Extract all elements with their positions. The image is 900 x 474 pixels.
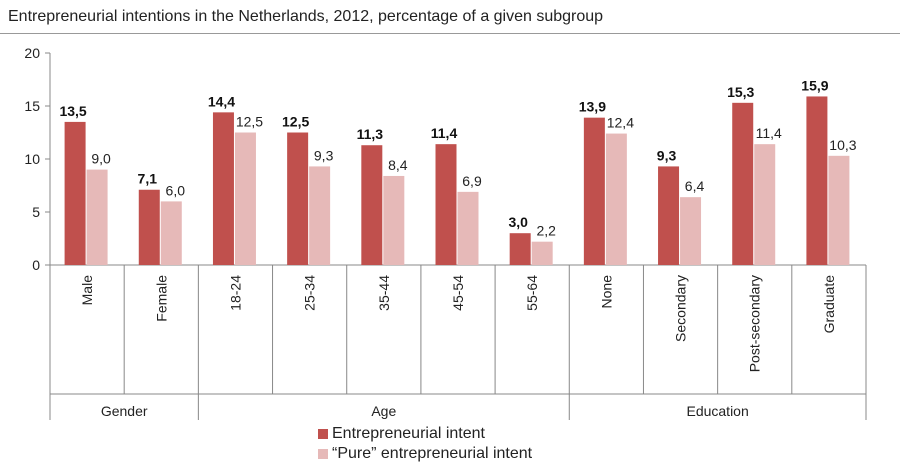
bar-entrepreneurial-25-34 — [287, 132, 309, 265]
bar-pure-45-54 — [457, 191, 479, 265]
bar-entrepreneurial-18-24 — [212, 112, 234, 265]
data-label-entrepreneurial-post-secondary: 15,3 — [727, 84, 754, 100]
group-label-age: Age — [371, 403, 396, 419]
group-label-gender: Gender — [101, 403, 148, 419]
data-label-entrepreneurial-35-44: 11,3 — [357, 126, 384, 142]
data-label-pure-female: 6,0 — [166, 182, 186, 198]
category-label-female: Female — [153, 275, 169, 322]
category-label-post-secondary: Post-secondary — [747, 275, 763, 372]
data-label-entrepreneurial-25-34: 12,5 — [282, 114, 309, 130]
legend-swatch-series-1 — [318, 429, 328, 439]
value-labels: 13,59,07,16,014,412,5 12,59,311,38,411,46… — [59, 77, 856, 238]
data-label-pure-55-64: 2,2 — [536, 223, 556, 239]
y-tick-label: 10 — [24, 151, 40, 167]
y-axis-ticks: 0 5 10 15 20 — [24, 45, 50, 273]
category-label-18-24: 18-24 — [227, 275, 243, 311]
data-label-pure-18-24: 12,5 — [236, 114, 263, 130]
data-label-pure-none: 12,4 — [607, 115, 634, 131]
category-label-none: None — [598, 275, 614, 309]
data-label-entrepreneurial-graduate: 15,9 — [801, 77, 828, 93]
bar-entrepreneurial-secondary — [658, 166, 680, 265]
y-tick-label: 0 — [32, 257, 40, 273]
legend-swatch-series-2 — [318, 449, 328, 459]
chart-title: Entrepreneurial intentions in the Nether… — [8, 8, 604, 25]
title-divider — [0, 33, 900, 34]
bar-entrepreneurial-55-64 — [509, 233, 531, 265]
group-labels: Gender Age Education — [101, 403, 749, 419]
legend: Entrepreneurial intent “Pure” entreprene… — [318, 424, 532, 464]
bar-pure-18-24 — [234, 132, 256, 265]
bar-entrepreneurial-45-54 — [435, 144, 457, 265]
data-label-pure-secondary: 6,4 — [685, 178, 705, 194]
bar-entrepreneurial-post-secondary — [732, 102, 754, 265]
category-label-secondary: Secondary — [673, 275, 689, 342]
bar-pure-none — [605, 133, 627, 265]
bar-entrepreneurial-none — [583, 117, 605, 265]
legend-item-series-1: Entrepreneurial intent — [318, 424, 532, 444]
bar-pure-35-44 — [383, 175, 405, 265]
category-labels: Male Female 18-24 25-34 35-44 45-54 55-64 None S… — [79, 275, 837, 372]
chart-bars — [64, 96, 850, 266]
data-label-pure-35-44: 8,4 — [388, 157, 408, 173]
bar-entrepreneurial-male — [64, 121, 86, 266]
chart-axes — [49, 53, 867, 420]
legend-item-series-2: “Pure” entrepreneurial intent — [318, 444, 532, 464]
data-label-entrepreneurial-45-54: 11,4 — [431, 125, 458, 141]
data-label-entrepreneurial-male: 13,5 — [59, 103, 86, 119]
bar-pure-55-64 — [531, 241, 553, 265]
legend-label-series-2: “Pure” entrepreneurial intent — [332, 445, 533, 462]
data-label-pure-male: 9,0 — [91, 151, 111, 167]
bar-pure-graduate — [828, 155, 850, 265]
data-label-entrepreneurial-55-64: 3,0 — [508, 214, 528, 230]
data-label-pure-45-54: 6,9 — [462, 173, 482, 189]
category-label-35-44: 35-44 — [376, 275, 392, 311]
data-label-entrepreneurial-female: 7,1 — [138, 171, 158, 187]
category-label-55-64: 55-64 — [524, 275, 540, 311]
bar-pure-post-secondary — [754, 144, 776, 265]
legend-label-series-1: Entrepreneurial intent — [332, 425, 485, 442]
category-label-45-54: 45-54 — [450, 275, 466, 311]
data-label-pure-graduate: 10,3 — [829, 137, 856, 153]
bar-entrepreneurial-female — [138, 189, 160, 265]
y-tick-label: 20 — [24, 45, 40, 61]
bar-pure-25-34 — [309, 166, 331, 265]
bar-entrepreneurial-graduate — [806, 96, 828, 266]
bar-pure-male — [86, 169, 108, 265]
category-label-male: Male — [79, 275, 95, 306]
bar-entrepreneurial-35-44 — [361, 145, 383, 265]
category-label-graduate: Graduate — [821, 275, 837, 334]
bar-pure-female — [160, 201, 182, 265]
data-label-pure-post-secondary: 11,4 — [756, 125, 782, 141]
data-label-entrepreneurial-18-24: 14,4 — [208, 93, 235, 109]
category-label-25-34: 25-34 — [302, 275, 318, 311]
data-label-entrepreneurial-secondary: 9,3 — [657, 147, 677, 163]
data-label-pure-25-34: 9,3 — [314, 147, 334, 163]
y-tick-label: 15 — [24, 98, 40, 114]
group-label-education: Education — [686, 403, 748, 419]
bar-pure-secondary — [680, 197, 702, 265]
y-tick-label: 5 — [32, 204, 40, 220]
data-label-entrepreneurial-none: 13,9 — [579, 99, 606, 115]
